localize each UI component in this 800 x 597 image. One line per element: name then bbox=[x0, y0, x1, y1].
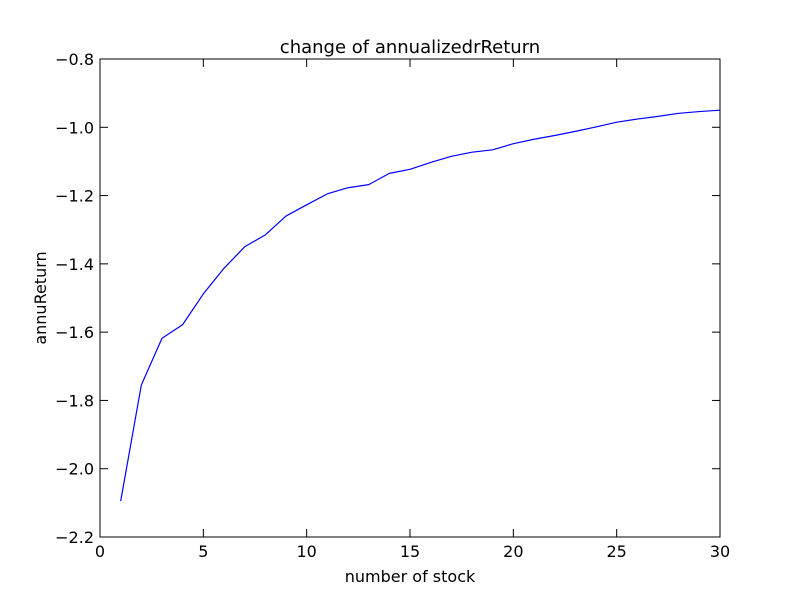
x-tick-label: 15 bbox=[400, 542, 420, 561]
y-tick-label: −1.0 bbox=[55, 118, 94, 137]
y-tick-label: −1.2 bbox=[55, 187, 94, 206]
x-tick-label: 10 bbox=[296, 542, 316, 561]
series-line-0 bbox=[120, 109, 721, 502]
x-tick-label: 20 bbox=[503, 542, 523, 561]
x-tick-label: 0 bbox=[95, 542, 105, 561]
x-tick-label: 30 bbox=[710, 542, 730, 561]
y-tick-label: −2.0 bbox=[55, 460, 94, 479]
y-tick-label: −1.6 bbox=[55, 323, 94, 342]
x-tick-label: 25 bbox=[606, 542, 626, 561]
y-tick-label: −2.2 bbox=[55, 528, 94, 547]
y-tick-label: −1.4 bbox=[55, 255, 94, 274]
chart-title: change of annualizedrReturn bbox=[280, 37, 540, 58]
plot-area: 0 5 10 15 20 25 30 −2.2 −2.0 −1.8 −1.6 −1.4 −1.2 −1.0… bbox=[55, 50, 730, 561]
y-axis-label: annuReturn bbox=[31, 251, 50, 344]
x-tick-label: 5 bbox=[198, 542, 208, 561]
x-axis-label: number of stock bbox=[345, 567, 476, 586]
y-tick-label: −0.8 bbox=[55, 50, 94, 69]
y-tick-label: −1.8 bbox=[55, 391, 94, 410]
